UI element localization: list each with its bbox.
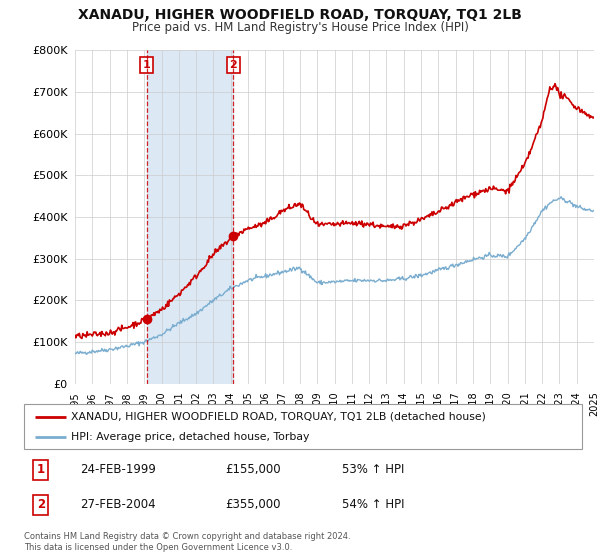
Text: £355,000: £355,000: [225, 498, 280, 511]
Text: 2: 2: [37, 498, 45, 511]
Text: HPI: Average price, detached house, Torbay: HPI: Average price, detached house, Torb…: [71, 432, 310, 442]
Text: This data is licensed under the Open Government Licence v3.0.: This data is licensed under the Open Gov…: [24, 543, 292, 552]
Text: 54% ↑ HPI: 54% ↑ HPI: [342, 498, 404, 511]
FancyBboxPatch shape: [24, 404, 582, 449]
Text: £155,000: £155,000: [225, 463, 281, 476]
Text: XANADU, HIGHER WOODFIELD ROAD, TORQUAY, TQ1 2LB (detached house): XANADU, HIGHER WOODFIELD ROAD, TORQUAY, …: [71, 412, 487, 422]
Text: Price paid vs. HM Land Registry's House Price Index (HPI): Price paid vs. HM Land Registry's House …: [131, 21, 469, 34]
Text: Contains HM Land Registry data © Crown copyright and database right 2024.: Contains HM Land Registry data © Crown c…: [24, 532, 350, 541]
Text: 24-FEB-1999: 24-FEB-1999: [80, 463, 155, 476]
Text: 27-FEB-2004: 27-FEB-2004: [80, 498, 155, 511]
Text: 1: 1: [143, 60, 151, 70]
Text: 53% ↑ HPI: 53% ↑ HPI: [342, 463, 404, 476]
Text: 2: 2: [230, 60, 238, 70]
Text: 1: 1: [37, 463, 45, 476]
Text: XANADU, HIGHER WOODFIELD ROAD, TORQUAY, TQ1 2LB: XANADU, HIGHER WOODFIELD ROAD, TORQUAY, …: [78, 8, 522, 22]
Bar: [146, 50, 233, 384]
